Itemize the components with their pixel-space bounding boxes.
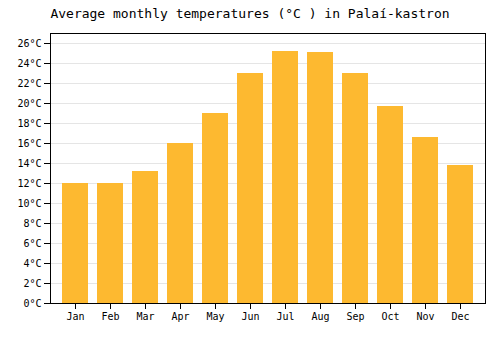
svg-text:10°C: 10°C — [17, 198, 41, 209]
svg-text:Oct: Oct — [381, 311, 399, 322]
svg-text:Aug: Aug — [311, 311, 329, 322]
svg-text:0°C: 0°C — [23, 298, 41, 309]
svg-text:12°C: 12°C — [17, 178, 41, 189]
svg-text:22°C: 22°C — [17, 78, 41, 89]
svg-text:Dec: Dec — [451, 311, 469, 322]
svg-text:Jan: Jan — [66, 311, 84, 322]
svg-text:2°C: 2°C — [23, 278, 41, 289]
svg-text:4°C: 4°C — [23, 258, 41, 269]
svg-text:Jun: Jun — [241, 311, 259, 322]
svg-text:14°C: 14°C — [17, 158, 41, 169]
svg-text:May: May — [206, 311, 224, 322]
svg-text:Jul: Jul — [276, 311, 294, 322]
svg-text:Feb: Feb — [101, 311, 119, 322]
svg-text:16°C: 16°C — [17, 138, 41, 149]
svg-text:Apr: Apr — [171, 311, 189, 322]
svg-text:18°C: 18°C — [17, 118, 41, 129]
svg-text:Nov: Nov — [416, 311, 434, 322]
html-text:Average monthly temperatures (: Average monthly temperatures (°C ) in Pa… — [50, 6, 450, 21]
svg-text:8°C: 8°C — [23, 218, 41, 229]
svg-text:20°C: 20°C — [17, 98, 41, 109]
svg-text:Sep: Sep — [346, 311, 364, 322]
svg-text:24°C: 24°C — [17, 58, 41, 69]
svg-text:6°C: 6°C — [23, 238, 41, 249]
svg-text:Mar: Mar — [136, 311, 154, 322]
svg-text:26°C: 26°C — [17, 38, 41, 49]
